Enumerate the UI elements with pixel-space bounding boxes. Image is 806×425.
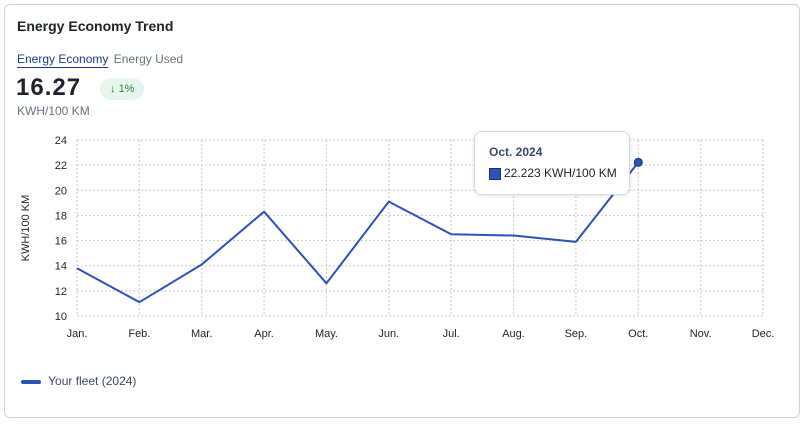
x-tick-label: Jan. bbox=[67, 328, 88, 340]
card-title: Energy Economy Trend bbox=[17, 18, 174, 34]
y-tick-label: 24 bbox=[55, 135, 67, 147]
tooltip-series-swatch bbox=[489, 168, 501, 180]
energy-economy-card bbox=[4, 4, 800, 418]
x-tick-label: Dec. bbox=[752, 328, 775, 340]
down-arrow-icon: ↓ bbox=[110, 83, 116, 95]
x-tick-labels: Jan. Feb. Mar. Apr. May. Jun. Jul. Aug. Sep. Oct.… bbox=[67, 328, 775, 340]
y-tick-label: 20 bbox=[55, 185, 67, 197]
chart-grid bbox=[76, 139, 764, 317]
highlight-point bbox=[633, 157, 643, 167]
x-tick-label: Apr. bbox=[254, 328, 274, 340]
x-tick-label: Feb. bbox=[128, 328, 150, 340]
x-tick-label: Jun. bbox=[378, 328, 399, 340]
y-tick-label: 12 bbox=[55, 286, 67, 298]
change-badge: ↓ 1% bbox=[100, 78, 145, 100]
x-tick-label: Jul. bbox=[443, 328, 460, 340]
tooltip-title: Oct. 2024 bbox=[489, 145, 543, 159]
tooltip-value: 22.223 KWH/100 KM bbox=[504, 166, 617, 180]
x-tick-label: May. bbox=[315, 328, 338, 340]
tab-energy-economy[interactable]: Energy Economy bbox=[17, 52, 109, 68]
x-tick-label: Nov. bbox=[690, 328, 712, 340]
x-tick-label: Aug. bbox=[502, 328, 525, 340]
value-unit: KWH/100 KM bbox=[17, 104, 90, 118]
series-group bbox=[76, 157, 643, 304]
y-tick-labels: 10 12 14 16 18 20 22 24 bbox=[55, 135, 67, 323]
legend-swatch bbox=[21, 379, 41, 384]
x-tick-label: Sep. bbox=[565, 328, 588, 340]
y-tick-label: 14 bbox=[55, 261, 67, 273]
metric-tabs: Energy Economy Energy Used bbox=[17, 52, 184, 68]
y-tick-label: 18 bbox=[55, 210, 67, 222]
series-line bbox=[76, 161, 640, 304]
y-tick-label: 10 bbox=[55, 311, 67, 323]
y-tick-label: 22 bbox=[55, 160, 67, 172]
legend-series-name: Your fleet (2024) bbox=[48, 374, 137, 388]
tab-energy-used[interactable]: Energy Used bbox=[113, 52, 184, 66]
x-tick-label: Oct. bbox=[628, 328, 648, 340]
y-tick-label: 16 bbox=[55, 236, 67, 248]
current-value: 16.27 bbox=[16, 74, 82, 101]
change-percent: 1% bbox=[118, 83, 135, 95]
chart-legend[interactable]: Your fleet (2024) bbox=[21, 374, 136, 388]
x-tick-label: Mar. bbox=[191, 328, 212, 340]
chart-tooltip: Oct. 2024 22.223 KWH/100 KM bbox=[474, 131, 630, 195]
